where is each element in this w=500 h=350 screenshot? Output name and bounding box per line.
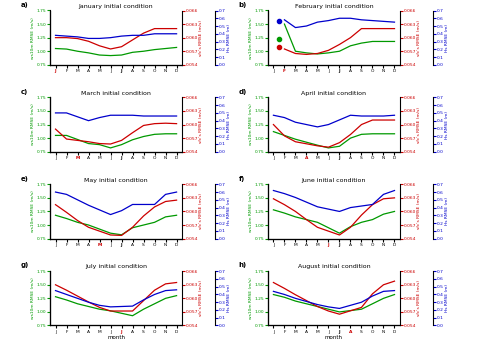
Y-axis label: ws10m RMSE (m/s): ws10m RMSE (m/s) [32, 17, 36, 58]
Text: g): g) [21, 262, 29, 268]
Y-axis label: Hs RMSE (m): Hs RMSE (m) [228, 197, 232, 225]
Y-axis label: Hs RMSE (m): Hs RMSE (m) [445, 284, 449, 312]
Y-axis label: ws10m RMSE (m/s): ws10m RMSE (m/s) [32, 278, 36, 319]
Y-axis label: ws10m RMSE (m/s): ws10m RMSE (m/s) [250, 190, 254, 232]
Y-axis label: sfc's RMSE (m/s): sfc's RMSE (m/s) [418, 280, 422, 316]
Text: d): d) [239, 89, 247, 95]
Title: March initial condition: March initial condition [81, 91, 151, 96]
Title: May initial condition: May initial condition [84, 177, 148, 182]
Title: January initial condition: January initial condition [78, 4, 154, 9]
Y-axis label: sfc's RMSE (m/s): sfc's RMSE (m/s) [200, 280, 203, 316]
Y-axis label: ws10m RMSE (m/s): ws10m RMSE (m/s) [32, 190, 36, 232]
Text: h): h) [239, 262, 247, 268]
Y-axis label: ws10m RMSE (m/s): ws10m RMSE (m/s) [250, 278, 254, 319]
Y-axis label: sfc's RMSE (m/s): sfc's RMSE (m/s) [418, 20, 422, 56]
Y-axis label: sfc's RMSE (m/s): sfc's RMSE (m/s) [418, 194, 422, 230]
Y-axis label: ws10m RMSE (m/s): ws10m RMSE (m/s) [32, 104, 36, 146]
Text: c): c) [21, 89, 28, 95]
Title: February initial condition: February initial condition [294, 4, 374, 9]
Title: August initial condition: August initial condition [298, 264, 370, 270]
Text: b): b) [239, 2, 247, 8]
Y-axis label: Hs RMSE (m): Hs RMSE (m) [228, 24, 232, 52]
Y-axis label: Hs RMSE (m): Hs RMSE (m) [445, 24, 449, 52]
Y-axis label: Hs RMSE (m): Hs RMSE (m) [228, 284, 232, 312]
Title: July initial condition: July initial condition [85, 264, 147, 270]
Y-axis label: ws10m RMSE (m/s): ws10m RMSE (m/s) [250, 104, 254, 146]
Text: f): f) [239, 176, 245, 182]
Y-axis label: Hs RMSE (m): Hs RMSE (m) [228, 111, 232, 139]
Y-axis label: Hs RMSE (m): Hs RMSE (m) [445, 111, 449, 139]
Y-axis label: sfc's RMSE (m/s): sfc's RMSE (m/s) [200, 20, 203, 56]
Y-axis label: ws10m RMSE (m/s): ws10m RMSE (m/s) [250, 17, 254, 58]
X-axis label: month: month [107, 335, 125, 340]
Y-axis label: sfc's RMSE (m/s): sfc's RMSE (m/s) [200, 194, 203, 230]
Y-axis label: sfc's RMSE (m/s): sfc's RMSE (m/s) [418, 106, 422, 142]
Y-axis label: sfc's RMSE (m/s): sfc's RMSE (m/s) [200, 106, 203, 142]
Text: a): a) [21, 2, 28, 8]
Text: e): e) [21, 176, 29, 182]
Title: April initial condition: April initial condition [302, 91, 366, 96]
Y-axis label: Hs RMSE (m): Hs RMSE (m) [445, 197, 449, 225]
Title: June initial condition: June initial condition [302, 177, 366, 182]
X-axis label: month: month [325, 335, 343, 340]
